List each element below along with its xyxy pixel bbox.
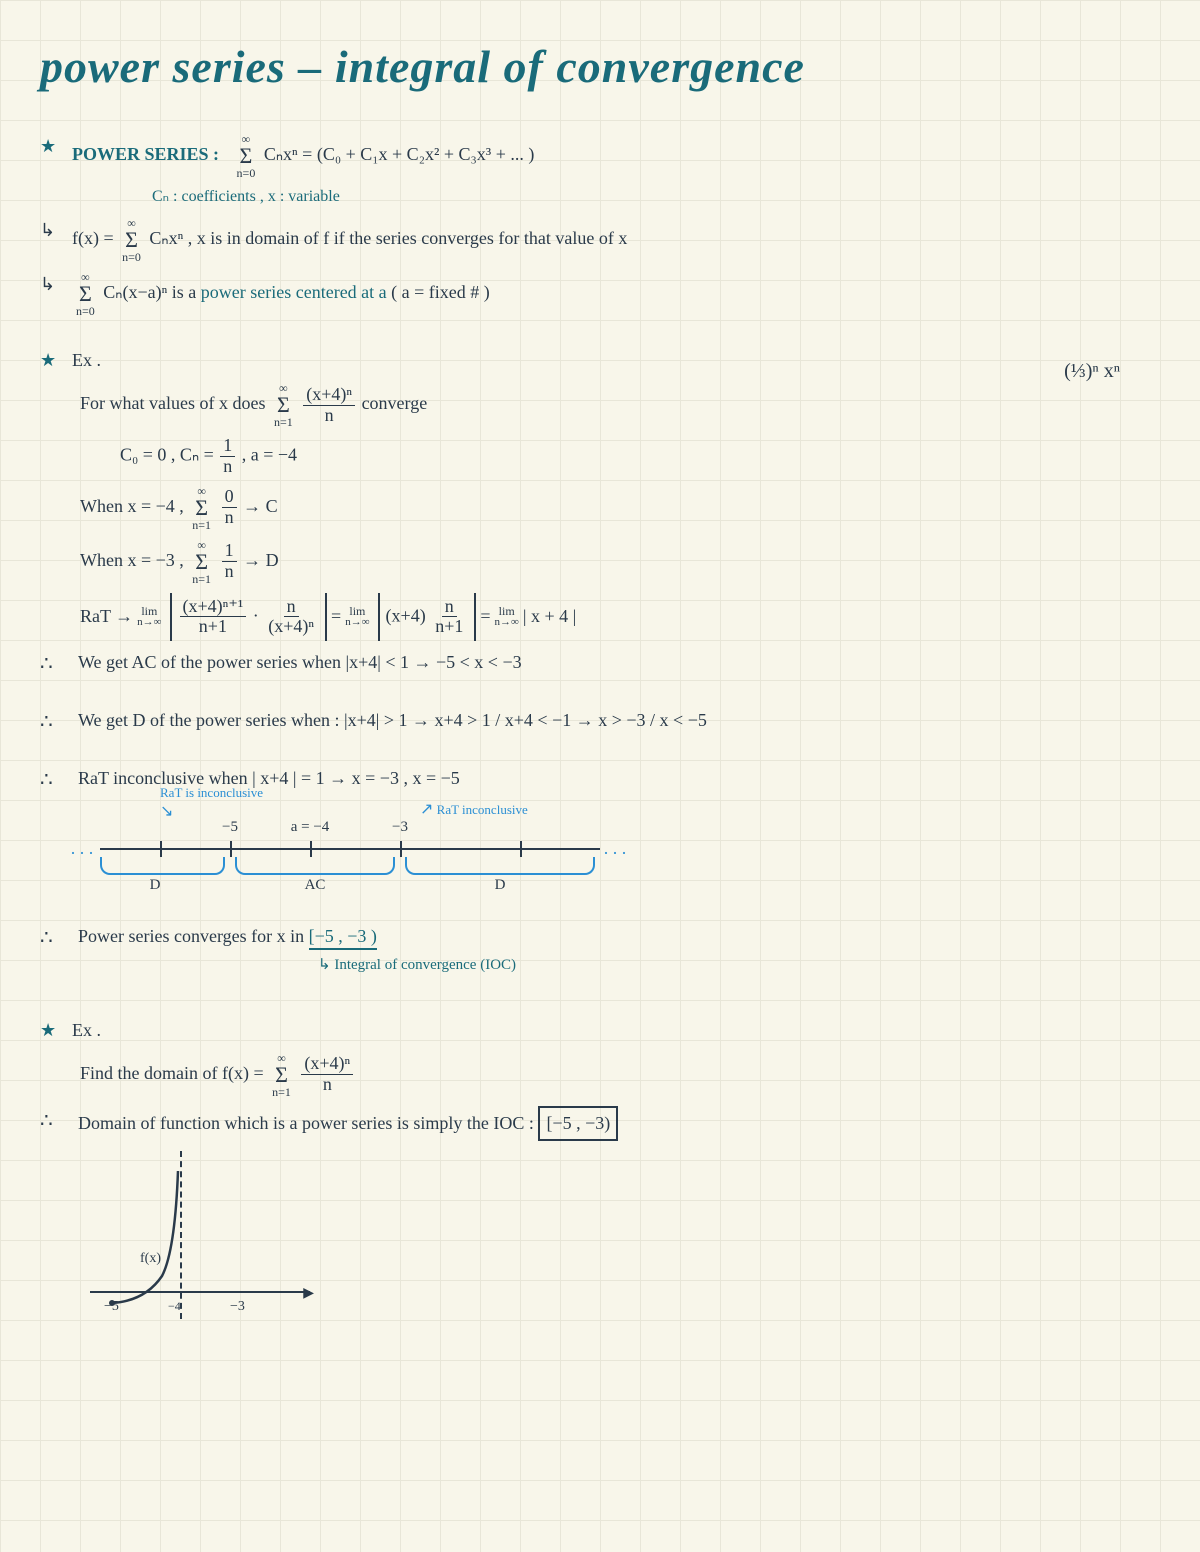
graph-label: −5 [104,1299,119,1315]
rat-label: RaT → [80,603,133,630]
nl-label: −5 [222,819,238,836]
therefore-icon: ∴ [40,765,60,795]
graph-label: f(x) [140,1251,161,1267]
def-row: ★ POWER SERIES : ∞Σn=0 Cₙxⁿ = (C₀ + C₁x … [40,133,1160,209]
when1-post: → C [243,496,278,516]
function-graph: ▶ f(x) −5 −4 −3 [90,1151,310,1331]
eq: = [480,603,490,630]
ex1-when1: When x = −4 , ∞Σn=1 0n → C [80,485,1160,531]
graph-label: −4 [168,1299,181,1314]
def-label: POWER SERIES : [72,144,219,164]
ex1-ac-text: We get AC of the power series when |x+4|… [78,649,522,676]
when2-post: → D [243,550,279,570]
ex1-params: C₀ = 0 , Cₙ = 1n , a = −4 [120,436,1160,477]
centered-mid: Cₙ(x−a)ⁿ is a [103,282,200,302]
ex2-q-pre: Find the domain of f(x) = [80,1063,268,1083]
conv-interval: [−5 , −3 ) [309,926,377,950]
ex1-d: ∴ We get D of the power series when : |x… [40,707,1160,737]
ex2-head-row: ★ Ex . [40,1017,1160,1044]
nl-region: D [495,877,506,894]
sum-symbol: ∞Σn=0 [76,271,95,317]
ex1-params-pre: C₀ = 0 , Cₙ = [120,444,218,464]
when1-pre: When x = −4 , [80,496,188,516]
ex1-when2: When x = −3 , ∞Σn=1 1n → D [80,539,1160,585]
rat-final: | x + 4 | [523,603,576,630]
def-sub: Cₙ : coefficients , x : variable [152,185,1160,209]
sum-symbol: ∞Σn=1 [274,382,293,428]
lim-symbol: limn→∞ [345,605,369,628]
ex1-ac: ∴ We get AC of the power series when |x+… [40,649,1160,679]
dom-box: [−5 , −3) [538,1106,618,1141]
curve-svg [90,1151,310,1331]
sum-symbol: ∞Σn=1 [192,539,211,585]
arrow-icon: ↳ [40,271,60,298]
ex1-d-text: We get D of the power series when : |x+4… [78,707,707,734]
dom-pre: Domain of function which is a power seri… [78,1113,538,1133]
abs-block: (x+4)ⁿ⁺¹n+1 · n(x+4)ⁿ [170,593,328,642]
sum-symbol: ∞Σn=1 [192,485,211,531]
nl-label: −3 [392,819,408,836]
fraction: 0n [222,487,237,528]
ex2-head: Ex . [72,1017,101,1044]
fx-lhs: f(x) = [72,228,118,248]
therefore-icon: ∴ [40,707,60,737]
eq: = [331,603,341,630]
centered-rest: ( a = fixed # ) [391,282,490,302]
anno-left: RaT is inconclusive↘ [160,785,263,821]
nl-label: a = −4 [291,819,330,836]
fraction: (x+4)ⁿn [301,1054,353,1095]
star-icon: ★ [40,347,60,374]
fraction: 1n [222,541,237,582]
lim-symbol: limn→∞ [137,605,161,628]
therefore-icon: ∴ [40,649,60,679]
therefore-icon: ∴ [40,923,60,953]
ex1-head: Ex . [72,347,101,374]
nl-region: D [150,877,161,894]
therefore-icon: ∴ [40,1106,60,1136]
ex1-head-row: ★ Ex . [40,347,1160,374]
ex2-domain: ∴ Domain of function which is a power se… [40,1106,1160,1141]
star-icon: ★ [40,133,60,160]
centered-row: ↳ ∞Σn=0 Cₙ(x−a)ⁿ is a power series cente… [40,271,1160,317]
page-title: power series – integral of convergence [40,40,1160,93]
def-expr: Cₙxⁿ = (C₀ + C₁x + C₂x² + C₃x³ + ... ) [264,144,535,164]
fx-rhs: , x is in domain of f if the series conv… [188,228,628,248]
conv-pre: Power series converges for x in [78,926,309,946]
ex1-inc-text: RaT inconclusive when | x+4 | = 1 → x = … [78,765,460,792]
ex1-q-pre: For what values of x does [80,393,270,413]
star-icon: ★ [40,1017,60,1044]
arrow-icon: ↳ [40,217,60,244]
sum-symbol: ∞Σn=0 [237,133,256,179]
side-note: (⅓)ⁿ xⁿ [1064,360,1120,383]
lim-symbol: limn→∞ [495,605,519,628]
conv-sub: ↳ Integral of convergence (IOC) [318,954,1160,977]
when2-pre: When x = −3 , [80,550,188,570]
ex1-rat: RaT → limn→∞ (x+4)ⁿ⁺¹n+1 · n(x+4)ⁿ = lim… [80,593,1160,642]
anno-right: ↗ RaT inconclusive [420,799,528,819]
ex1-params-tail: , a = −4 [242,444,297,464]
number-line-diagram: RaT is inconclusive↘ ↗ RaT inconclusive … [100,803,600,893]
abs-block: (x+4) nn+1 [378,593,477,642]
sum-symbol: ∞Σn=0 [122,217,141,263]
ex1-q-post: converge [362,393,428,413]
fx-row: ↳ f(x) = ∞Σn=0 Cₙxⁿ , x is in domain of … [40,217,1160,263]
graph-label: −3 [230,1299,245,1315]
fraction: (x+4)ⁿn [303,385,355,426]
sum-symbol: ∞Σn=1 [272,1052,291,1098]
fx-mid: Cₙxⁿ [149,228,183,248]
nl-region: AC [305,877,326,894]
ex1-conv: ∴ Power series converges for x in [−5 , … [40,923,1160,977]
ex1-question: For what values of x does ∞Σn=1 (x+4)ⁿn … [80,382,1160,428]
centered-teal: power series centered at a [201,282,387,302]
fraction: 1n [220,436,235,477]
ex2-question: Find the domain of f(x) = ∞Σn=1 (x+4)ⁿn [80,1052,1160,1098]
